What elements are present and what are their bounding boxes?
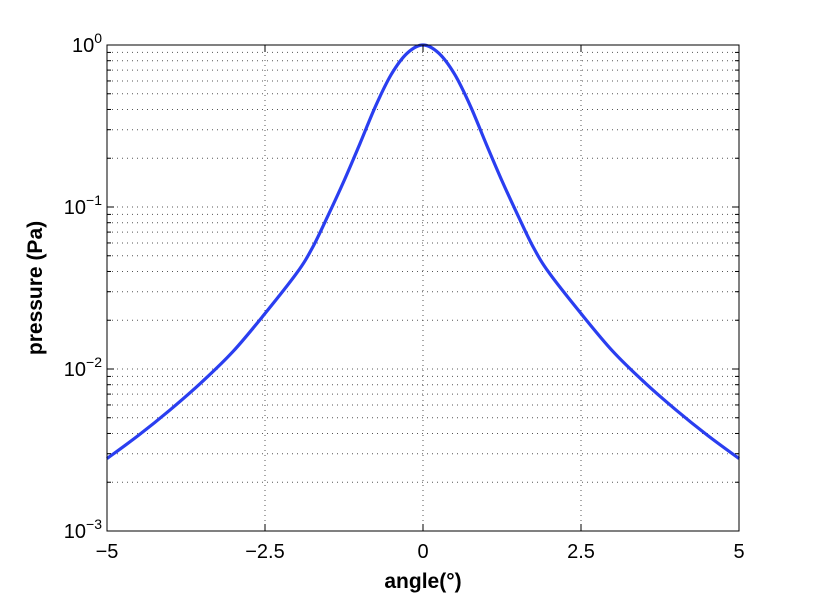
plot-area: [107, 45, 739, 531]
y-tick-label: 10−1: [64, 192, 102, 219]
x-tick-label: 5: [733, 541, 744, 563]
y-tick-label: 10−3: [64, 516, 102, 543]
y-tick-label: 10−2: [64, 354, 102, 381]
x-tick-label: −5: [96, 541, 119, 563]
grid: [107, 45, 739, 531]
x-tick-label: −2.5: [245, 541, 284, 563]
x-axis-label: angle(°): [384, 570, 461, 593]
x-tick-label: 0: [417, 541, 428, 563]
y-axis-label: pressure (Pa): [24, 221, 47, 355]
x-tick-label: 2.5: [567, 541, 595, 563]
y-tick-label: 100: [72, 30, 102, 57]
tick-labels: −5 −2.5 0 2.5 5 10−3 10−2 10−1 100: [64, 30, 745, 563]
ticks: [106, 45, 740, 531]
